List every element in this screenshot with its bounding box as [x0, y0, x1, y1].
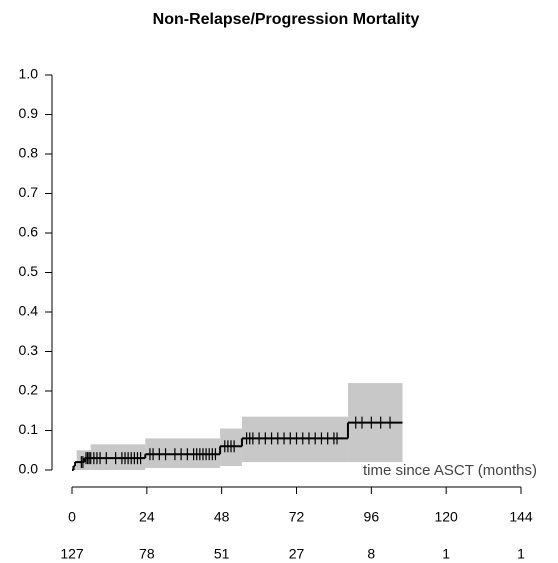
x-tick-label: 24: [139, 509, 155, 525]
y-tick-label: 0.2: [19, 382, 39, 398]
chart-title: Non-Relapse/Progression Mortality: [153, 11, 420, 28]
number-at-risk: 51: [214, 546, 230, 562]
x-tick-label: 120: [434, 509, 458, 525]
number-at-risk: 1: [517, 546, 525, 562]
x-tick-label: 72: [289, 509, 305, 525]
x-tick-label: 96: [364, 509, 380, 525]
number-at-risk: 78: [139, 546, 155, 562]
number-at-risk: 27: [289, 546, 305, 562]
y-tick-label: 0.1: [19, 421, 39, 437]
y-tick-label: 0.0: [19, 461, 39, 477]
x-axis-label: time since ASCT (months): [363, 462, 537, 479]
y-tick-label: 0.3: [19, 342, 39, 358]
x-tick-label: 144: [509, 509, 533, 525]
y-tick-label: 0.6: [19, 224, 39, 240]
x-tick-label: 48: [214, 509, 230, 525]
number-at-risk: 127: [60, 546, 84, 562]
y-tick-label: 0.9: [19, 105, 39, 121]
y-tick-label: 0.7: [19, 184, 39, 200]
y-tick-label: 0.4: [19, 303, 39, 319]
y-tick-label: 1.0: [19, 66, 39, 82]
y-tick-label: 0.5: [19, 263, 39, 279]
y-tick-label: 0.8: [19, 145, 39, 161]
x-tick-label: 0: [68, 509, 76, 525]
number-at-risk: 1: [442, 546, 450, 562]
number-at-risk: 8: [367, 546, 375, 562]
